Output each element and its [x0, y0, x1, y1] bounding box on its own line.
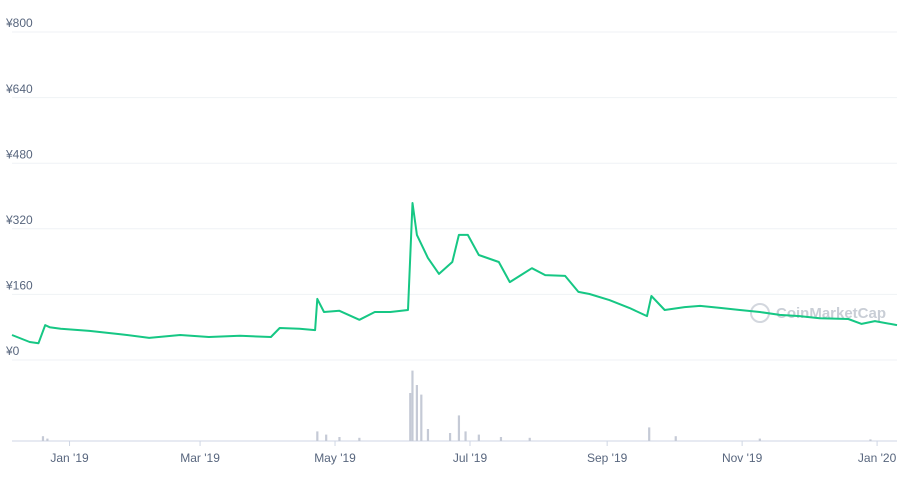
x-tick-label: Sep '19: [587, 451, 628, 465]
volume-bar: [674, 436, 677, 441]
volume-bar: [411, 370, 414, 441]
volume-bar: [325, 434, 328, 441]
volume-bar: [41, 436, 45, 441]
y-tick-label: ¥320: [5, 213, 33, 227]
y-tick-label: ¥0: [5, 344, 20, 358]
x-tick-label: Jul '19: [453, 451, 488, 465]
volume-bar: [358, 437, 361, 441]
volume-bar: [477, 434, 480, 441]
volume-bar: [499, 437, 503, 441]
watermark-text: CoinMarketCap: [776, 305, 886, 322]
volume-bar: [409, 393, 412, 441]
x-tick-label: Jan '20: [858, 451, 897, 465]
volume-bar: [338, 437, 341, 441]
volume-bar: [415, 385, 418, 441]
volume-bar: [46, 438, 49, 441]
x-tick-label: Mar '19: [180, 451, 220, 465]
volume-bar: [448, 433, 452, 441]
y-tick-label: ¥160: [5, 279, 33, 293]
x-tick-label: May '19: [314, 451, 356, 465]
volume-bar: [758, 438, 761, 441]
volume-bar: [457, 415, 461, 441]
volume-bar: [528, 437, 531, 441]
y-tick-label: ¥640: [5, 82, 33, 96]
volume-bar: [316, 431, 319, 441]
y-tick-label: ¥800: [5, 16, 33, 30]
volume-bar: [869, 439, 872, 441]
volume-bar: [648, 427, 651, 441]
price-line: [11, 202, 898, 345]
x-tick-label: Jan '19: [50, 451, 89, 465]
volume-bar: [464, 431, 467, 441]
x-tick-label: Nov '19: [722, 451, 763, 465]
volume-bar: [426, 429, 430, 441]
volume-bar: [420, 394, 423, 441]
y-tick-label: ¥480: [5, 147, 33, 161]
